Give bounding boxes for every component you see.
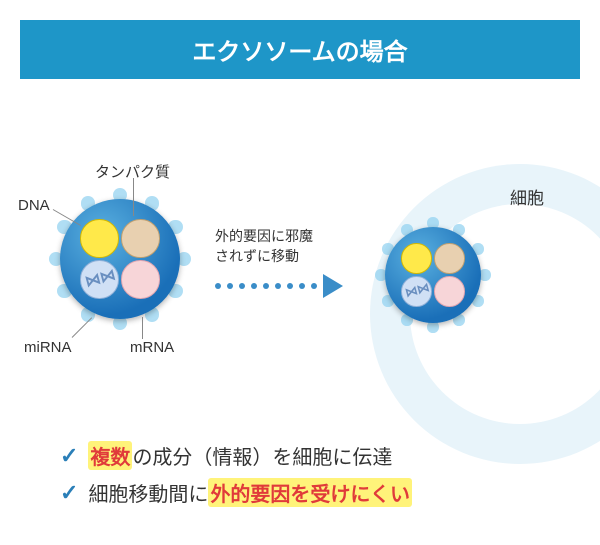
cargo-protein xyxy=(434,243,465,274)
bullet-text: 細胞移動間に xyxy=(88,478,208,507)
arrow-caption: 外的要因に邪魔 されずに移動 xyxy=(215,226,313,266)
label-mirna: miRNA xyxy=(24,339,72,356)
arrow-dot xyxy=(263,283,269,289)
arrow-dot xyxy=(275,283,281,289)
bullet-list: ✓ 複数の成分（情報）を細胞に伝達 ✓ 細胞移動間に外的要因を受けにくい xyxy=(60,433,412,515)
arrow-dot xyxy=(215,283,221,289)
arrow-dot xyxy=(299,283,305,289)
transfer-arrow xyxy=(215,274,343,298)
bullet-highlight: 外的要因を受けにくい xyxy=(208,478,412,507)
exosome-body xyxy=(60,199,180,319)
arrow-dot xyxy=(227,283,233,289)
bullet-highlight: 複数 xyxy=(88,441,132,470)
arrow-dot xyxy=(251,283,257,289)
bullet-text: の成分（情報）を細胞に伝達 xyxy=(132,441,392,470)
leader-mrna xyxy=(142,317,143,339)
header-title: エクソソームの場合 xyxy=(192,39,407,66)
bullet-row: ✓ 複数の成分（情報）を細胞に伝達 xyxy=(60,441,412,470)
cargo-mrna xyxy=(434,276,465,307)
header-bar: エクソソームの場合 xyxy=(20,20,580,79)
label-dna: DNA xyxy=(18,197,50,214)
arrow-dot xyxy=(311,283,317,289)
diagram-area: 細胞 ⋈⋈ ⋈⋈ DNA タンパク質 miRNA mRNA 外的要因に邪魔 され… xyxy=(0,79,600,379)
leader-protein xyxy=(133,178,134,216)
cargo-mrna xyxy=(121,260,159,298)
exosome-right: ⋈⋈ xyxy=(385,227,481,323)
cargo-dna xyxy=(80,219,118,257)
arrow-dot xyxy=(287,283,293,289)
cargo-dna xyxy=(401,243,432,274)
check-icon: ✓ xyxy=(60,480,78,506)
check-icon: ✓ xyxy=(60,443,78,469)
bullet-row: ✓ 細胞移動間に外的要因を受けにくい xyxy=(60,478,412,507)
exosome-body xyxy=(385,227,481,323)
cargo-protein xyxy=(121,219,159,257)
cell-label: 細胞 xyxy=(510,184,544,209)
arrow-head-icon xyxy=(323,274,343,298)
exosome-left: ⋈⋈ xyxy=(60,199,180,319)
label-mrna: mRNA xyxy=(130,339,174,356)
arrow-dot xyxy=(239,283,245,289)
leader-mirna xyxy=(72,317,93,338)
